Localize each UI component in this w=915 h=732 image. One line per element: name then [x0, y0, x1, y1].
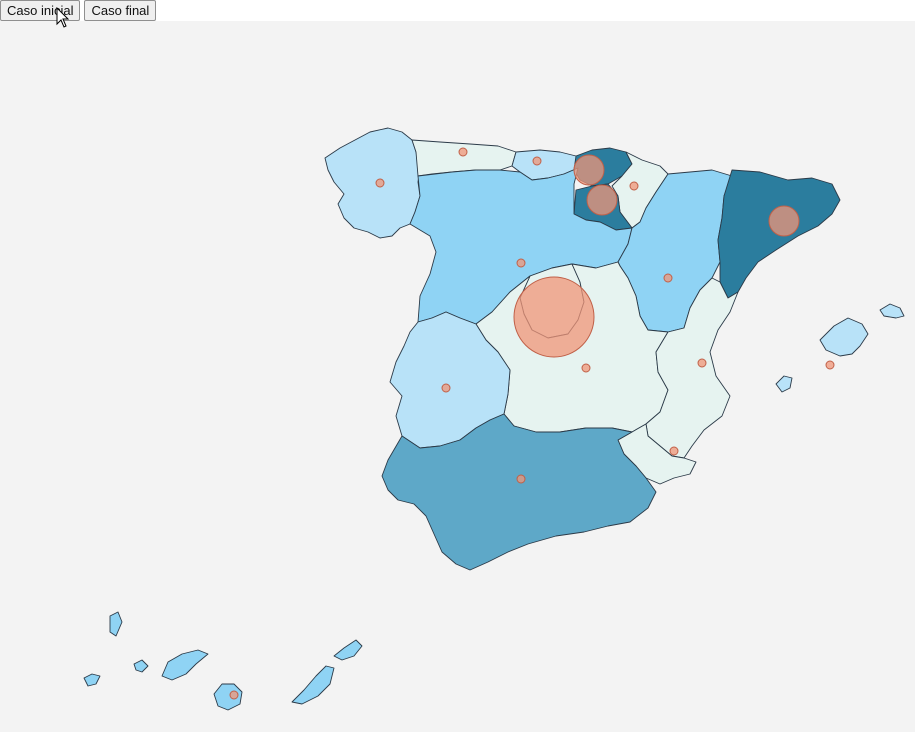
region-andalucia[interactable]: [381, 413, 657, 571]
region-valencia[interactable]: [645, 277, 739, 459]
caso-final-button[interactable]: Caso final: [84, 0, 157, 21]
bubble-extremadura[interactable]: [441, 383, 451, 393]
region-canarias-tenerife[interactable]: [161, 649, 209, 681]
region-canarias-la-palma[interactable]: [109, 611, 123, 637]
region-canarias-el-hierro[interactable]: [83, 673, 101, 687]
bubble-castilla-y-leon[interactable]: [516, 258, 526, 268]
region-canarias-gran-canaria[interactable]: [213, 683, 243, 711]
bubble-murcia[interactable]: [669, 446, 679, 456]
region-canarias-lanzarote[interactable]: [333, 639, 363, 661]
spain-map: [83, 127, 905, 711]
bubble-cantabria[interactable]: [532, 156, 542, 166]
bubble-baleares[interactable]: [825, 360, 835, 370]
region-baleares[interactable]: [819, 317, 869, 357]
bubble-aragon[interactable]: [663, 273, 673, 283]
region-galicia[interactable]: [324, 127, 421, 239]
bubble-madrid[interactable]: [513, 276, 595, 358]
toolbar: Caso inicial Caso final: [0, 0, 157, 21]
map-area: [0, 21, 915, 732]
bubble-andalucia[interactable]: [516, 474, 526, 484]
bubble-galicia[interactable]: [375, 178, 385, 188]
bubble-valencia[interactable]: [697, 358, 707, 368]
bubble-castilla-la-mancha[interactable]: [581, 363, 591, 373]
bubble-navarra[interactable]: [629, 181, 639, 191]
region-canarias-la-gomera[interactable]: [133, 659, 149, 673]
region-baleares-ibiza[interactable]: [775, 375, 793, 393]
bubble-cataluna[interactable]: [768, 205, 800, 237]
bubble-asturias[interactable]: [458, 147, 468, 157]
region-canarias-fuerteventura[interactable]: [291, 665, 335, 705]
bubble-canarias[interactable]: [229, 690, 239, 700]
region-baleares-menorca[interactable]: [879, 303, 905, 319]
bubble-pais-vasco[interactable]: [573, 154, 605, 186]
caso-inicial-button[interactable]: Caso inicial: [0, 0, 81, 21]
bubble-la-rioja[interactable]: [586, 184, 618, 216]
